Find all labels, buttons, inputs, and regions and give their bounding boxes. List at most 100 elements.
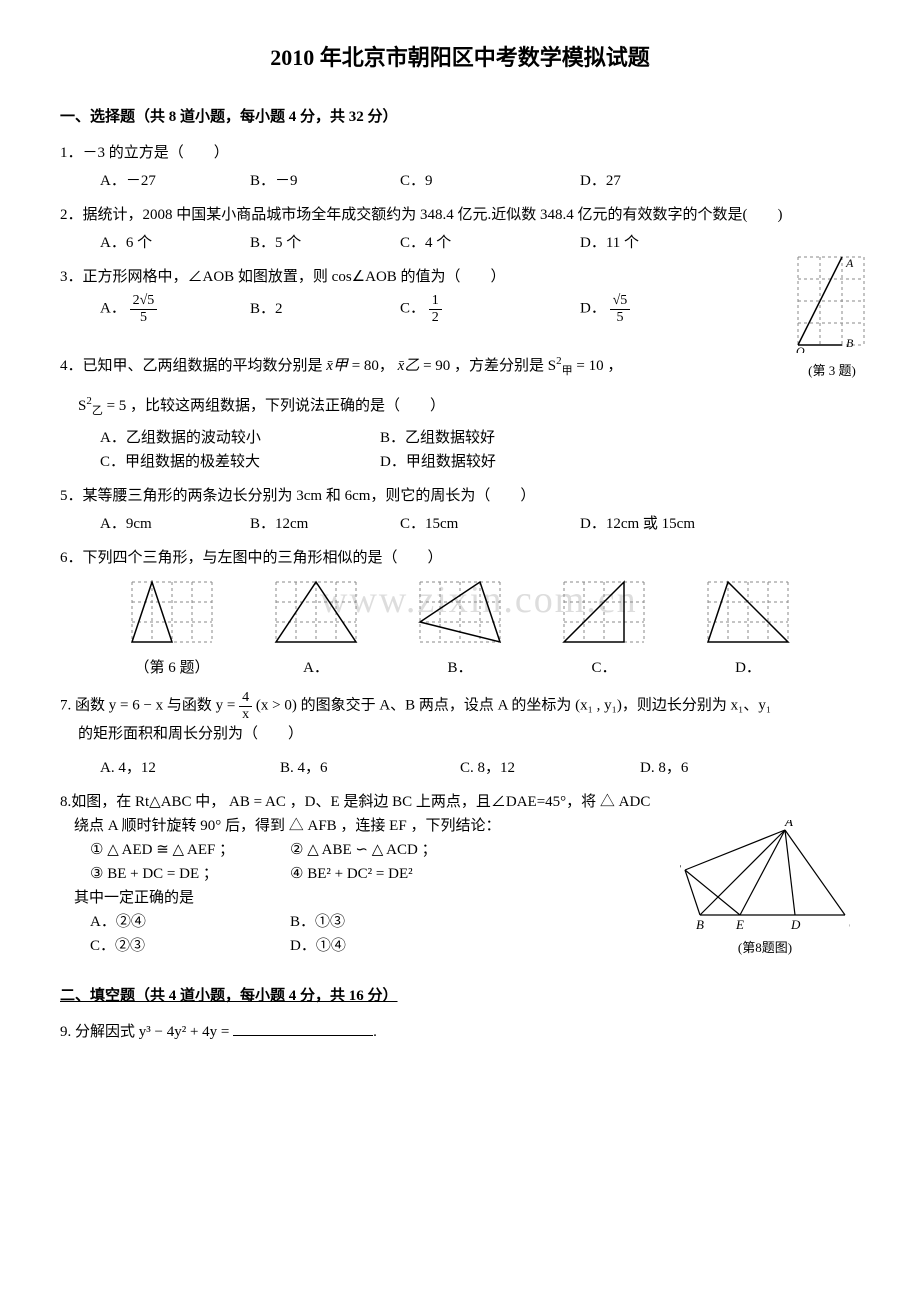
q3-c-num: 1 (429, 293, 442, 309)
question-9: 9. 分解因式 y³ − 4y² + 4y = . (60, 1020, 860, 1044)
q3-a-pre: A． (100, 301, 126, 317)
page-title: 2010 年北京市朝阳区中考数学模拟试题 (60, 40, 860, 75)
q8-c1: ① △ AED ≅ △ AEF ； (90, 838, 290, 862)
q3-d-den: 5 (610, 310, 631, 325)
svg-text:F: F (680, 862, 682, 877)
q5-opt-d: D．12cm 或 15cm (580, 512, 730, 536)
q3-opt-b: B．2 (250, 297, 400, 321)
q6-labelD: D． (688, 656, 808, 680)
q3-text: 3．正方形网格中，∠AOB 如图放置，则 cos∠AOB 的值为（ ） (60, 265, 860, 289)
q3-c-den: 2 (429, 310, 442, 325)
question-5: 5．某等腰三角形的两条边长分别为 3cm 和 6cm，则它的周长为（ ） A．9… (60, 484, 860, 536)
question-8: 8.如图，在 Rt△ABC 中， AB = AC ，D、E 是斜边 BC 上两点… (60, 790, 860, 958)
question-7: 7. 函数 y = 6 − x 与函数 y = 4x (x > 0) 的图象交于… (60, 690, 860, 780)
q8-c4: ④ BE² + DC² = DE² (290, 862, 490, 886)
svg-text:C: C (849, 917, 850, 930)
question-2: 2．据统计，2008 中国某小商品城市场全年成交额约为 348.4 亿元.近似数… (60, 203, 860, 255)
q2-text: 2．据统计，2008 中国某小商品城市场全年成交额约为 348.4 亿元.近似数… (60, 203, 860, 227)
q7-line1: 7. 函数 y = 6 − x 与函数 y = 4x (x > 0) 的图象交于… (60, 690, 860, 722)
q8-c3: ③ BE + DC = DE ； (90, 862, 290, 886)
svg-text:B: B (846, 336, 854, 350)
q1-opt-c: C．9 (400, 169, 580, 193)
q5-opt-a: A．9cm (100, 512, 250, 536)
q8-figure: ABCDEF (第8题图) (680, 820, 850, 959)
q6-grid-0 (130, 580, 214, 652)
q4-s1sub: 甲 (562, 365, 573, 377)
q3-a-den: 5 (130, 310, 158, 325)
q4-opt-c: C．甲组数据的极差较大 (100, 450, 380, 474)
q1-text: 1．－3 的立方是（ ） (60, 141, 860, 165)
q6-grid-2 (418, 580, 502, 652)
q6-grid-3 (562, 580, 646, 652)
q4-l1b: = 80， (348, 358, 398, 374)
q7-num: 4 (239, 690, 252, 706)
q3-d-pre: D． (580, 301, 606, 317)
q7-opt-b: B. 4，6 (280, 756, 460, 780)
q3-opt-d: D． √55 (580, 293, 730, 325)
question-1: 1．－3 的立方是（ ） A．－27 B．－9 C．9 D．27 (60, 141, 860, 193)
q7-den: x (239, 707, 252, 722)
svg-text:D: D (790, 917, 801, 930)
q6-label0: （第 6 题） (112, 656, 232, 680)
question-3: 3．正方形网格中，∠AOB 如图放置，则 cos∠AOB 的值为（ ） A． 2… (60, 265, 860, 325)
q6-figures-row (100, 580, 820, 652)
q8-svg: ABCDEF (680, 820, 850, 930)
q3-d-num: √5 (610, 293, 631, 309)
q7-line2: 的矩形面积和周长分别为（ ） (78, 722, 860, 746)
q9-text-b: . (373, 1024, 377, 1040)
q1-opt-d: D．27 (580, 169, 730, 193)
q4-opt-d: D．甲组数据较好 (380, 450, 496, 474)
q9-text-a: 9. 分解因式 y³ − 4y² + 4y = (60, 1024, 233, 1040)
q2-opt-c: C．4 个 (400, 231, 580, 255)
section-2-header: 二、填空题（共 4 道小题，每小题 4 分，共 16 分） (60, 984, 860, 1008)
q4-l1c: = 90 ，方差分别是 S (419, 358, 556, 374)
svg-text:O: O (796, 344, 805, 353)
q4-l2b: = 5 ，比较这两组数据，下列说法正确的是（ ） (103, 398, 445, 414)
q8-opt-c: C．②③ (90, 934, 290, 958)
q4-xbar2: x̄乙 (398, 358, 420, 374)
q6-grid-1 (274, 580, 358, 652)
svg-text:B: B (696, 917, 704, 930)
q9-blank (233, 1020, 373, 1036)
svg-text:A: A (784, 820, 793, 829)
q4-line1: 4．已知甲、乙两组数据的平均数分别是 x̄甲 = 80， x̄乙 = 90 ，方… (60, 353, 860, 381)
q5-opt-b: B．12cm (250, 512, 400, 536)
q6-labelA: A． (256, 656, 376, 680)
q7-opt-a: A. 4，12 (100, 756, 280, 780)
q8-c2: ② △ ABE ∽ △ ACD ； (290, 838, 490, 862)
q6-labelC: C． (544, 656, 664, 680)
q4-l1a: 4．已知甲、乙两组数据的平均数分别是 (60, 358, 326, 374)
q1-opt-a: A．－27 (100, 169, 250, 193)
q2-opt-a: A．6 个 (100, 231, 250, 255)
q3-a-num: 2√5 (130, 293, 158, 309)
q4-opt-b: B．乙组数据较好 (380, 426, 495, 450)
q8-opt-d: D．①④ (290, 934, 490, 958)
q6-labels-row: （第 6 题） A． B． C． D． (100, 656, 820, 680)
q6-labelB: B． (400, 656, 520, 680)
q3-grid-svg: O A B (794, 255, 870, 353)
question-6: www.zixin.com.cn 6．下列四个三角形，与左图中的三角形相似的是（… (60, 546, 860, 680)
q6-text: 6．下列四个三角形，与左图中的三角形相似的是（ ） (60, 546, 860, 570)
q8-opt-a: A．②④ (90, 910, 290, 934)
question-4: 4．已知甲、乙两组数据的平均数分别是 x̄甲 = 80， x̄乙 = 90 ，方… (60, 353, 860, 474)
q4-l1d: = 10 ， (573, 358, 623, 374)
q5-opt-c: C．15cm (400, 512, 580, 536)
q6-grid-4 (706, 580, 790, 652)
q2-opt-b: B．5 个 (250, 231, 400, 255)
q7-pre: 7. 函数 y = 6 − x 与函数 y = (60, 697, 239, 713)
q3-opt-c: C． 12 (400, 293, 580, 325)
q7-opt-c: C. 8，12 (460, 756, 640, 780)
q3-opt-a: A． 2√55 (100, 293, 250, 325)
q7-mid: (x > 0) 的图象交于 A、B 两点，设点 A 的坐标为 (x₁ , y₁)… (252, 697, 771, 713)
q8-opt-b: B．①③ (290, 910, 490, 934)
section-1-header: 一、选择题（共 8 道小题，每小题 4 分，共 32 分） (60, 105, 860, 129)
q1-opt-b: B．－9 (250, 169, 400, 193)
q4-xbar1: x̄甲 (326, 358, 348, 374)
q8-line1: 8.如图，在 Rt△ABC 中， AB = AC ，D、E 是斜边 BC 上两点… (60, 790, 860, 814)
q3-c-pre: C． (400, 301, 425, 317)
q4-s2sub: 乙 (92, 405, 103, 417)
q2-opt-d: D．11 个 (580, 231, 730, 255)
q7-opt-d: D. 8，6 (640, 756, 790, 780)
q8-caption: (第8题图) (680, 938, 850, 959)
svg-text:A: A (845, 256, 854, 270)
